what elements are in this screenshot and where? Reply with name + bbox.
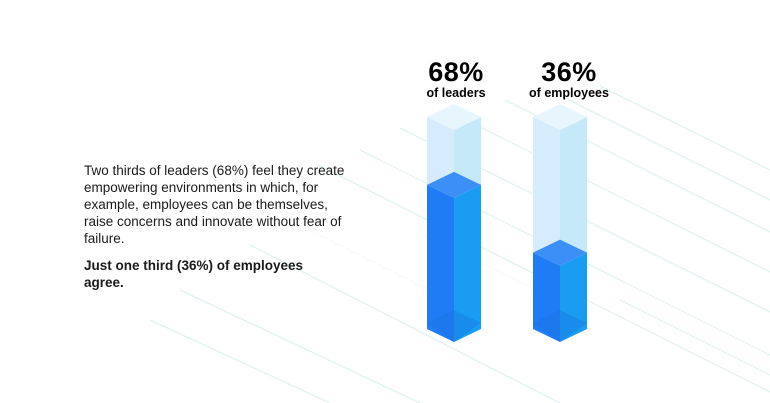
bar-empty-top-1 — [533, 104, 587, 130]
bar-fill-side-0 — [454, 184, 481, 342]
description-emphasis: Just one third (36%) of employees agree. — [84, 258, 304, 290]
deco-line-6 — [599, 85, 770, 171]
description-paragraph: Two thirds of leaders (68%) feel they cr… — [84, 163, 345, 246]
bar-empty-top-0 — [427, 104, 481, 130]
bar-fill-top-0 — [427, 171, 481, 198]
bar-empty-side-1 — [560, 117, 587, 266]
bar-1 — [533, 104, 587, 342]
stat-leaders: 68% of leaders — [406, 58, 506, 100]
stat-employees-label: of employees — [529, 86, 609, 100]
bar-fill-front-1 — [533, 252, 560, 342]
deco-line-7 — [179, 289, 421, 403]
stat-employees-value: 36% — [541, 57, 597, 87]
stat-employees: 36% of employees — [514, 58, 624, 100]
stat-leaders-value: 68% — [428, 57, 484, 87]
bar-0 — [427, 104, 481, 342]
description: Two thirds of leaders (68%) feel they cr… — [84, 162, 346, 291]
deco-line-8 — [149, 319, 331, 403]
stat-leaders-label: of leaders — [426, 86, 486, 100]
bar-fill-top-1 — [533, 239, 587, 266]
bar-shadow-0 — [297, 224, 454, 302]
deco-line-9 — [249, 244, 561, 403]
bars — [427, 104, 587, 342]
bar-fill-front-0 — [427, 184, 454, 342]
bar-fill-bottom-1 — [533, 310, 587, 342]
deco-line-10 — [619, 299, 770, 376]
deco-line-5 — [564, 97, 770, 201]
deco-line-3 — [469, 121, 770, 273]
bar-empty-front-1 — [533, 117, 560, 266]
bar-fill-bottom-0 — [427, 310, 481, 342]
bar-fill-side-1 — [560, 252, 587, 342]
